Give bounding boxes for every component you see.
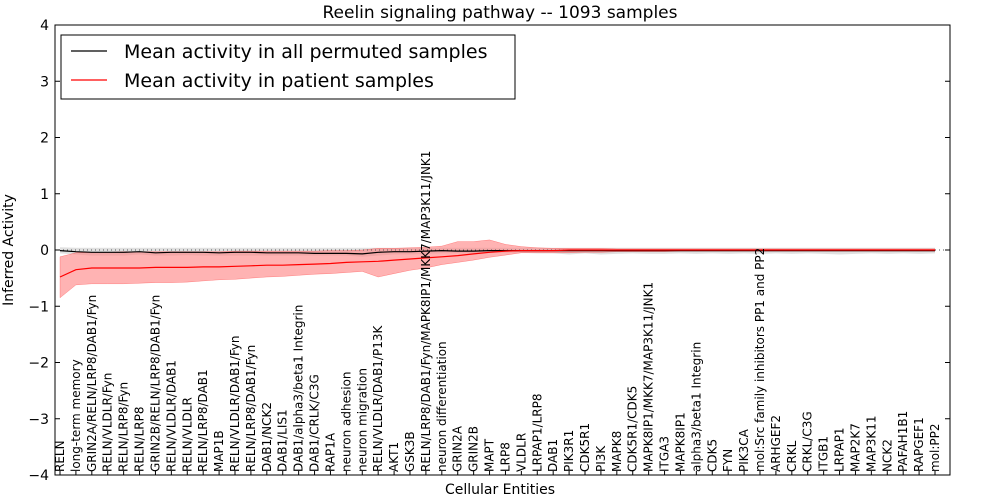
x-tick-label: CDK5R1 (578, 423, 592, 472)
plot-frame (54, 24, 951, 476)
x-tick-label: MAP1B (212, 430, 226, 472)
y-tick-label: 3 (40, 74, 49, 90)
x-tick-label: RELN/LRP8/Fyn (117, 382, 131, 472)
x-tick-label: GRIN2A (451, 425, 465, 472)
y-tick-label: 4 (40, 18, 49, 34)
y-tick-label: 0 (40, 243, 49, 259)
x-tick-label: AKT1 (387, 442, 401, 472)
y-tick-label: −3 (28, 412, 49, 428)
x-tick-label: ARHGEF2 (769, 415, 783, 472)
x-tick-label: PI3K (594, 445, 608, 472)
x-tick-label: RELN/VLDLR/DAB1/Fyn (228, 336, 242, 472)
y-tick-label: −1 (28, 299, 49, 315)
legend-box (60, 34, 516, 100)
y-tick-label: 2 (40, 131, 49, 147)
x-tick-label: MAPT (483, 438, 497, 472)
legend-label: Mean activity in patient samples (124, 70, 434, 92)
x-tick-label: DAB1/alpha3/beta1 Integrin (292, 305, 306, 472)
x-tick-label: LRPAP1/LRP8 (530, 393, 544, 472)
x-tick-label: PAFAH1B1 (896, 411, 910, 472)
x-tick-label: GRIN2B/RELN/LRP8/DAB1/Fyn (149, 295, 163, 472)
x-axis-label: Cellular Entities (445, 482, 555, 498)
series-lines (55, 249, 950, 278)
x-tick-label: RELN/LRP8/DAB1/Fyn (244, 345, 258, 472)
x-tick-label: mol:Src family inhibitors PP1 and PP2 (753, 248, 767, 472)
x-tick-label: RELN/VLDLR/DAB1/P13K (371, 325, 385, 472)
x-tick-label: GRIN2B (467, 426, 481, 472)
x-tick-label: GSK3B (403, 431, 417, 472)
x-tick-label: RELN/VLDLR/DAB1 (164, 360, 178, 472)
x-tick-label: MAPK8IP1 (674, 412, 688, 472)
x-tick-label: RELN (53, 440, 67, 472)
x-tick-label: RAPGEF1 (912, 417, 926, 472)
x-tick-label: neuron differentiation (435, 341, 449, 472)
x-tick-label: PIK3CA (737, 428, 751, 472)
x-tick-label: VLDLR (514, 433, 528, 472)
x-tick-label: RELN/VLDLR/Fyn (101, 373, 115, 472)
x-tick-label: GRIN2A/RELN/LRP8/DAB1/Fyn (85, 295, 99, 472)
x-tick-label: RELN/LRP8/DAB1 (196, 369, 210, 472)
x-tick-label: PIK3R1 (562, 430, 576, 472)
x-tick-label: FYN (721, 449, 735, 472)
x-tick-label: DAB1/LIS1 (276, 409, 290, 472)
x-tick-label: NCK2 (880, 439, 894, 472)
x-tick-label: DAB1/NCK2 (260, 402, 274, 472)
x-tick-label: long-term memory (69, 359, 83, 472)
x-tick-label: DAB1 (546, 439, 560, 472)
chart-title: Reelin signaling pathway -- 1093 samples (322, 3, 677, 23)
x-tick-label: CDK5 (705, 439, 719, 472)
y-axis-label: Inferred Activity (1, 194, 17, 306)
y-tick-label: 1 (40, 187, 49, 203)
x-tick-label: DAB1/CRLK/C3G (308, 374, 322, 472)
x-tick-label: LRPAP1 (833, 427, 847, 472)
x-tick-label: MAPK8IP1/MKK7/MAP3K11/JNK1 (642, 282, 656, 472)
x-tick-label: mol:PP2 (928, 423, 942, 472)
x-tick-label: CDK5R1/CDK5 (626, 386, 640, 472)
x-tick-label: CRKL/C3G (801, 411, 815, 472)
legend: Mean activity in all permuted samples Mea… (60, 34, 516, 100)
x-tick-label: MAP3K11 (864, 415, 878, 472)
y-tick-label: −4 (28, 468, 49, 484)
confidence-bands (59, 239, 936, 299)
x-tick-label: RELN/VLDLR (180, 397, 194, 472)
x-axis-ticks: RELN long-term memory GRIN2A/RELN/LRP8/DAB… (53, 151, 942, 475)
x-tick-label: ITGA3 (658, 436, 672, 472)
patient-samples-line (59, 249, 935, 278)
y-axis-ticks: −4 −3 −2 −1 0 1 2 3 4 (28, 18, 950, 484)
x-tick-label: MAPK8 (610, 431, 624, 472)
x-tick-label: LRP8 (499, 442, 513, 472)
x-tick-label: neuron migration (355, 368, 369, 472)
x-tick-label: CRKL (785, 440, 799, 472)
x-tick-label: neuron adhesion (339, 371, 353, 472)
y-tick-label: −2 (28, 356, 49, 372)
x-tick-label: RAP1A (324, 432, 338, 472)
x-tick-label: MAP2K7 (849, 423, 863, 472)
x-tick-label: ITGB1 (817, 436, 831, 472)
legend-label: Mean activity in all permuted samples (124, 41, 487, 63)
x-tick-label: alpha3/beta1 Integrin (689, 342, 703, 472)
x-tick-label: RELN/LRP8/DAB1/Fyn/MAPK8IP1/MKK7/MAP3K11… (419, 151, 433, 472)
x-tick-label: RELN/LRP8 (133, 406, 147, 472)
